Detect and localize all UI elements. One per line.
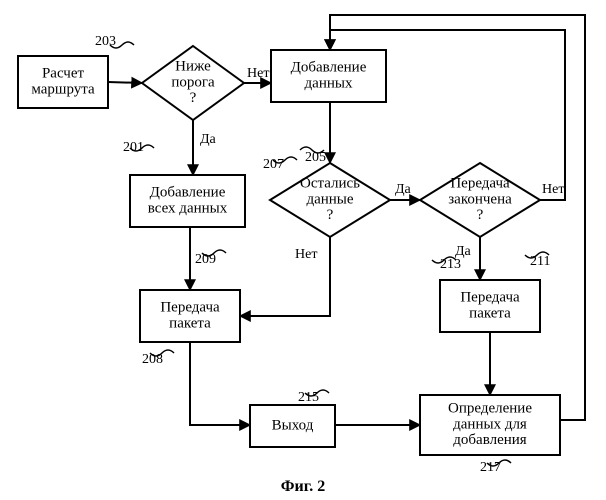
node-label: Передача bbox=[460, 290, 520, 306]
edge-label: Нет bbox=[542, 182, 564, 197]
reference-number: 213 bbox=[440, 257, 461, 272]
node-label: закончена bbox=[448, 191, 512, 207]
node-label: Передача bbox=[450, 176, 510, 192]
edge-label: Нет bbox=[247, 66, 269, 81]
node-label: добавления bbox=[453, 432, 527, 448]
reference-number: 209 bbox=[195, 252, 216, 267]
reference-number: 211 bbox=[530, 254, 550, 269]
node-label: Остались bbox=[300, 176, 360, 192]
edge-label: Да bbox=[395, 182, 412, 197]
node-label: данные bbox=[306, 191, 353, 207]
edge bbox=[108, 82, 142, 83]
node-label: данных для bbox=[453, 416, 527, 432]
node-label: порога bbox=[171, 74, 215, 90]
node-add: Добавлениеданных 205 bbox=[271, 50, 386, 165]
node-below: Нижепорога? 201 bbox=[123, 46, 244, 155]
node-label: Ниже bbox=[175, 59, 211, 75]
node-tx_pkt_r: Передачапакета 213 bbox=[440, 257, 540, 332]
node-left_data: Осталисьданные? 207 bbox=[263, 157, 390, 237]
node-label: Добавление bbox=[150, 185, 226, 201]
node-det: Определениеданных длядобавления 217 bbox=[420, 395, 560, 475]
node-route: Расчетмаршрута bbox=[18, 56, 108, 108]
reference-number: 208 bbox=[142, 352, 163, 367]
reference-number: 215 bbox=[298, 390, 319, 405]
node-tx_done: Передачазакончена? 211 bbox=[420, 163, 550, 269]
reference-number: 217 bbox=[480, 460, 501, 475]
reference-number: 205 bbox=[305, 150, 326, 165]
node-label: данных bbox=[305, 75, 353, 91]
edge-label: Да bbox=[200, 132, 217, 147]
node-exit: Выход 215 bbox=[250, 390, 335, 447]
reference-number: 207 bbox=[263, 157, 284, 172]
node-label: Добавление bbox=[291, 60, 367, 76]
nodes: РасчетмаршрутаНижепорога?201Добавлениеда… bbox=[18, 46, 560, 475]
node-label: всех данных bbox=[148, 200, 228, 216]
node-label: Передача bbox=[160, 300, 220, 316]
node-label: Определение bbox=[448, 401, 532, 417]
node-label: ? bbox=[477, 207, 484, 223]
node-label: пакета bbox=[169, 315, 211, 331]
edge-label: Нет bbox=[295, 247, 317, 262]
node-label: маршрута bbox=[31, 81, 95, 97]
node-label: ? bbox=[190, 90, 197, 106]
reference-number: 201 bbox=[123, 140, 144, 155]
node-label: ? bbox=[327, 207, 334, 223]
edge bbox=[190, 342, 250, 425]
reference-number: 203 bbox=[95, 34, 116, 49]
node-addall: Добавлениевсех данных 209 bbox=[130, 175, 245, 267]
node-label: Расчет bbox=[42, 66, 85, 82]
figure-caption: Фиг. 2 bbox=[0, 478, 606, 496]
node-label: пакета bbox=[469, 305, 511, 321]
node-label: Выход bbox=[272, 417, 314, 433]
